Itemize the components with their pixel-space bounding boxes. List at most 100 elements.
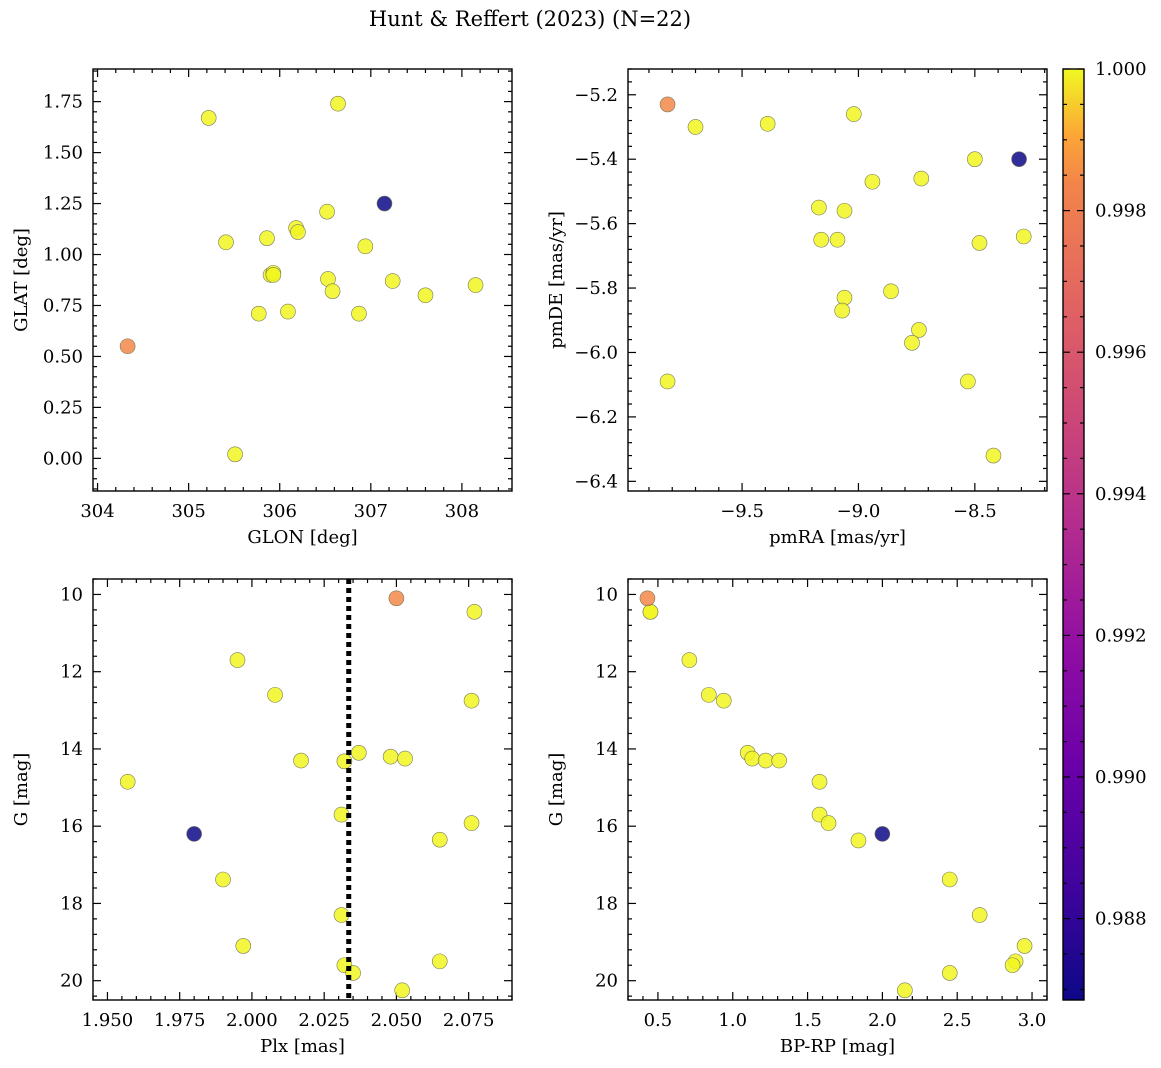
data-point — [864, 173, 881, 190]
y-axis-label: G [mag] — [11, 753, 32, 826]
data-point — [227, 446, 243, 463]
x-tick-label: 0.5 — [644, 1010, 673, 1031]
data-point — [290, 224, 306, 240]
data-point — [971, 907, 988, 923]
data-point — [250, 305, 267, 322]
plot-frame — [92, 578, 513, 1001]
data-layer — [639, 590, 1033, 999]
data-point — [850, 832, 867, 849]
data-point — [771, 752, 787, 769]
data-point — [351, 745, 367, 761]
panel-bprp-g: 0.5 1.0 1.5 2.0 2.5 3.0 10 12 14 16 18 20 BP-RP [mag… — [546, 578, 1048, 1057]
data-point — [229, 652, 246, 668]
y-tick-label: 12 — [60, 662, 83, 683]
data-point — [757, 752, 774, 769]
data-point — [834, 302, 850, 319]
data-point — [394, 982, 410, 999]
data-point — [845, 106, 862, 122]
data-point — [874, 826, 891, 842]
x-tick-label: 306 — [263, 501, 297, 522]
colorbar-tick-label: 0.998 — [1095, 201, 1147, 222]
y-tick-label: 16 — [60, 816, 83, 837]
y-tick-label: 12 — [595, 662, 618, 683]
y-tick-label: −5.4 — [574, 149, 618, 170]
plot-frame — [627, 68, 1048, 492]
y-tick-label: 1.50 — [43, 143, 83, 164]
colorbar: 0.988 0.990 0.992 0.994 0.996 0.998 1.000 — [1062, 59, 1147, 1001]
panel-glon-glat: 304 305 306 307 308 0.00 0.25 0.50 0.75 1.00 1.25 1… — [11, 68, 513, 548]
data-point — [701, 687, 717, 703]
y-tick-label: −6.0 — [574, 342, 618, 363]
data-point — [463, 815, 480, 831]
y-axis-label: GLAT [deg] — [11, 228, 32, 332]
data-point — [639, 590, 656, 607]
data-point — [913, 170, 930, 187]
data-point — [659, 373, 676, 390]
data-point — [811, 199, 827, 216]
x-tick-label: 1.5 — [793, 1010, 822, 1031]
data-point — [265, 267, 282, 283]
x-tick-label: 1.0 — [718, 1010, 747, 1031]
data-point — [293, 752, 309, 769]
colorbar-gradient — [1063, 69, 1084, 1000]
data-point — [659, 96, 676, 113]
data-point — [941, 965, 958, 981]
y-axis-label: pmDE [mas/yr] — [546, 211, 567, 349]
x-tick-label: 1.975 — [154, 1010, 206, 1031]
x-tick-label: −8.5 — [953, 501, 997, 522]
colorbar-tick-label: 0.994 — [1095, 484, 1147, 505]
plot-frame — [627, 578, 1048, 1001]
data-point — [417, 287, 434, 304]
y-tick-label: 10 — [595, 584, 618, 605]
x-tick-label: 308 — [445, 501, 479, 522]
y-tick-label: 1.25 — [43, 194, 83, 215]
y-tick-label: 18 — [595, 893, 618, 914]
x-tick-label: 3.0 — [1018, 1010, 1047, 1031]
x-tick-label: −9.5 — [720, 501, 764, 522]
data-point — [466, 604, 483, 620]
y-tick-label: −5.2 — [574, 85, 618, 106]
data-point — [382, 748, 399, 765]
data-point — [971, 235, 988, 251]
data-layer — [659, 96, 1032, 464]
colorbar-tick-label: 1.000 — [1095, 59, 1147, 80]
y-tick-label: 18 — [60, 893, 83, 914]
data-point — [330, 95, 346, 112]
plot-panels: 304 305 306 307 308 0.00 0.25 0.50 0.75 1.00 1.25 1… — [11, 68, 1048, 1057]
data-point — [642, 604, 659, 620]
data-point — [883, 283, 899, 300]
y-axis-label: G [mag] — [546, 753, 567, 826]
data-layer — [119, 590, 483, 999]
x-tick-label: −9.0 — [837, 501, 881, 522]
y-tick-label: −5.8 — [574, 278, 618, 299]
data-layer — [119, 95, 484, 463]
data-point — [319, 203, 335, 220]
y-tick-label: 0.00 — [43, 448, 83, 469]
panel-plx-g: 1.950 1.975 2.000 2.025 2.050 2.075 10 12 14 16 18… — [11, 578, 513, 1057]
x-tick-label: 1.950 — [82, 1010, 134, 1031]
colorbar-tick-label: 0.988 — [1095, 909, 1147, 930]
data-point — [687, 119, 704, 135]
y-tick-label: 20 — [60, 971, 83, 992]
data-point — [941, 871, 958, 888]
data-point — [960, 373, 976, 390]
data-point — [1016, 938, 1033, 954]
data-point — [351, 305, 367, 322]
y-tick-label: −5.6 — [574, 214, 618, 235]
data-point — [1015, 228, 1032, 245]
data-point — [376, 195, 393, 212]
data-point — [200, 110, 217, 126]
colorbar-frame — [1062, 68, 1085, 1001]
data-point — [280, 303, 296, 320]
data-point — [836, 289, 853, 306]
data-point — [985, 447, 1002, 464]
y-tick-label: −6.2 — [574, 407, 618, 428]
data-point — [215, 871, 231, 888]
data-point — [967, 151, 983, 167]
data-point — [813, 231, 830, 248]
y-tick-label: 20 — [595, 971, 618, 992]
data-point — [811, 773, 828, 790]
data-point — [357, 238, 374, 255]
data-point — [119, 773, 136, 790]
x-tick-label: 305 — [171, 501, 205, 522]
